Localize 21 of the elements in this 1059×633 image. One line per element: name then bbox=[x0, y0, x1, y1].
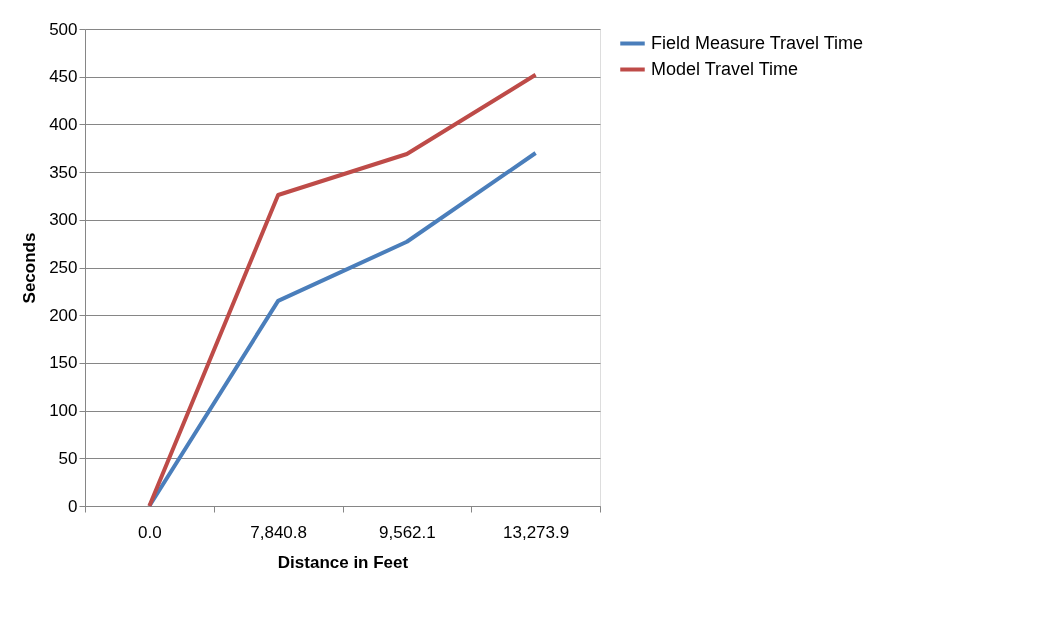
line-series bbox=[147, 151, 538, 508]
y-axis-title: Seconds bbox=[20, 232, 40, 304]
line-series bbox=[147, 72, 538, 508]
y-tick-label: 250 bbox=[49, 258, 78, 277]
legend-label: Field Measure Travel Time bbox=[651, 32, 864, 53]
y-tick-label: 300 bbox=[49, 210, 78, 230]
x-tick-label: 9,562.1 bbox=[379, 522, 436, 542]
y-tick-label: 150 bbox=[49, 353, 78, 373]
y-tick-label: 400 bbox=[49, 114, 78, 134]
x-axis-title: Distance in Feet bbox=[277, 552, 409, 572]
y-tick-label: 200 bbox=[49, 305, 78, 325]
y-tick-label: 450 bbox=[49, 67, 78, 87]
y-tick-label: 50 bbox=[58, 448, 78, 468]
y-tick-label: 500 bbox=[49, 19, 78, 39]
y-tick-label: 0 bbox=[68, 496, 78, 516]
y-tick-label: 100 bbox=[49, 401, 78, 421]
x-tick-label: 13,273.9 bbox=[503, 522, 570, 542]
x-tick-label: 7,840.8 bbox=[250, 522, 307, 542]
x-tick-label: 0.0 bbox=[138, 522, 162, 542]
y-tick-label: 350 bbox=[49, 162, 78, 182]
legend-label: Model Travel Time bbox=[651, 58, 799, 79]
